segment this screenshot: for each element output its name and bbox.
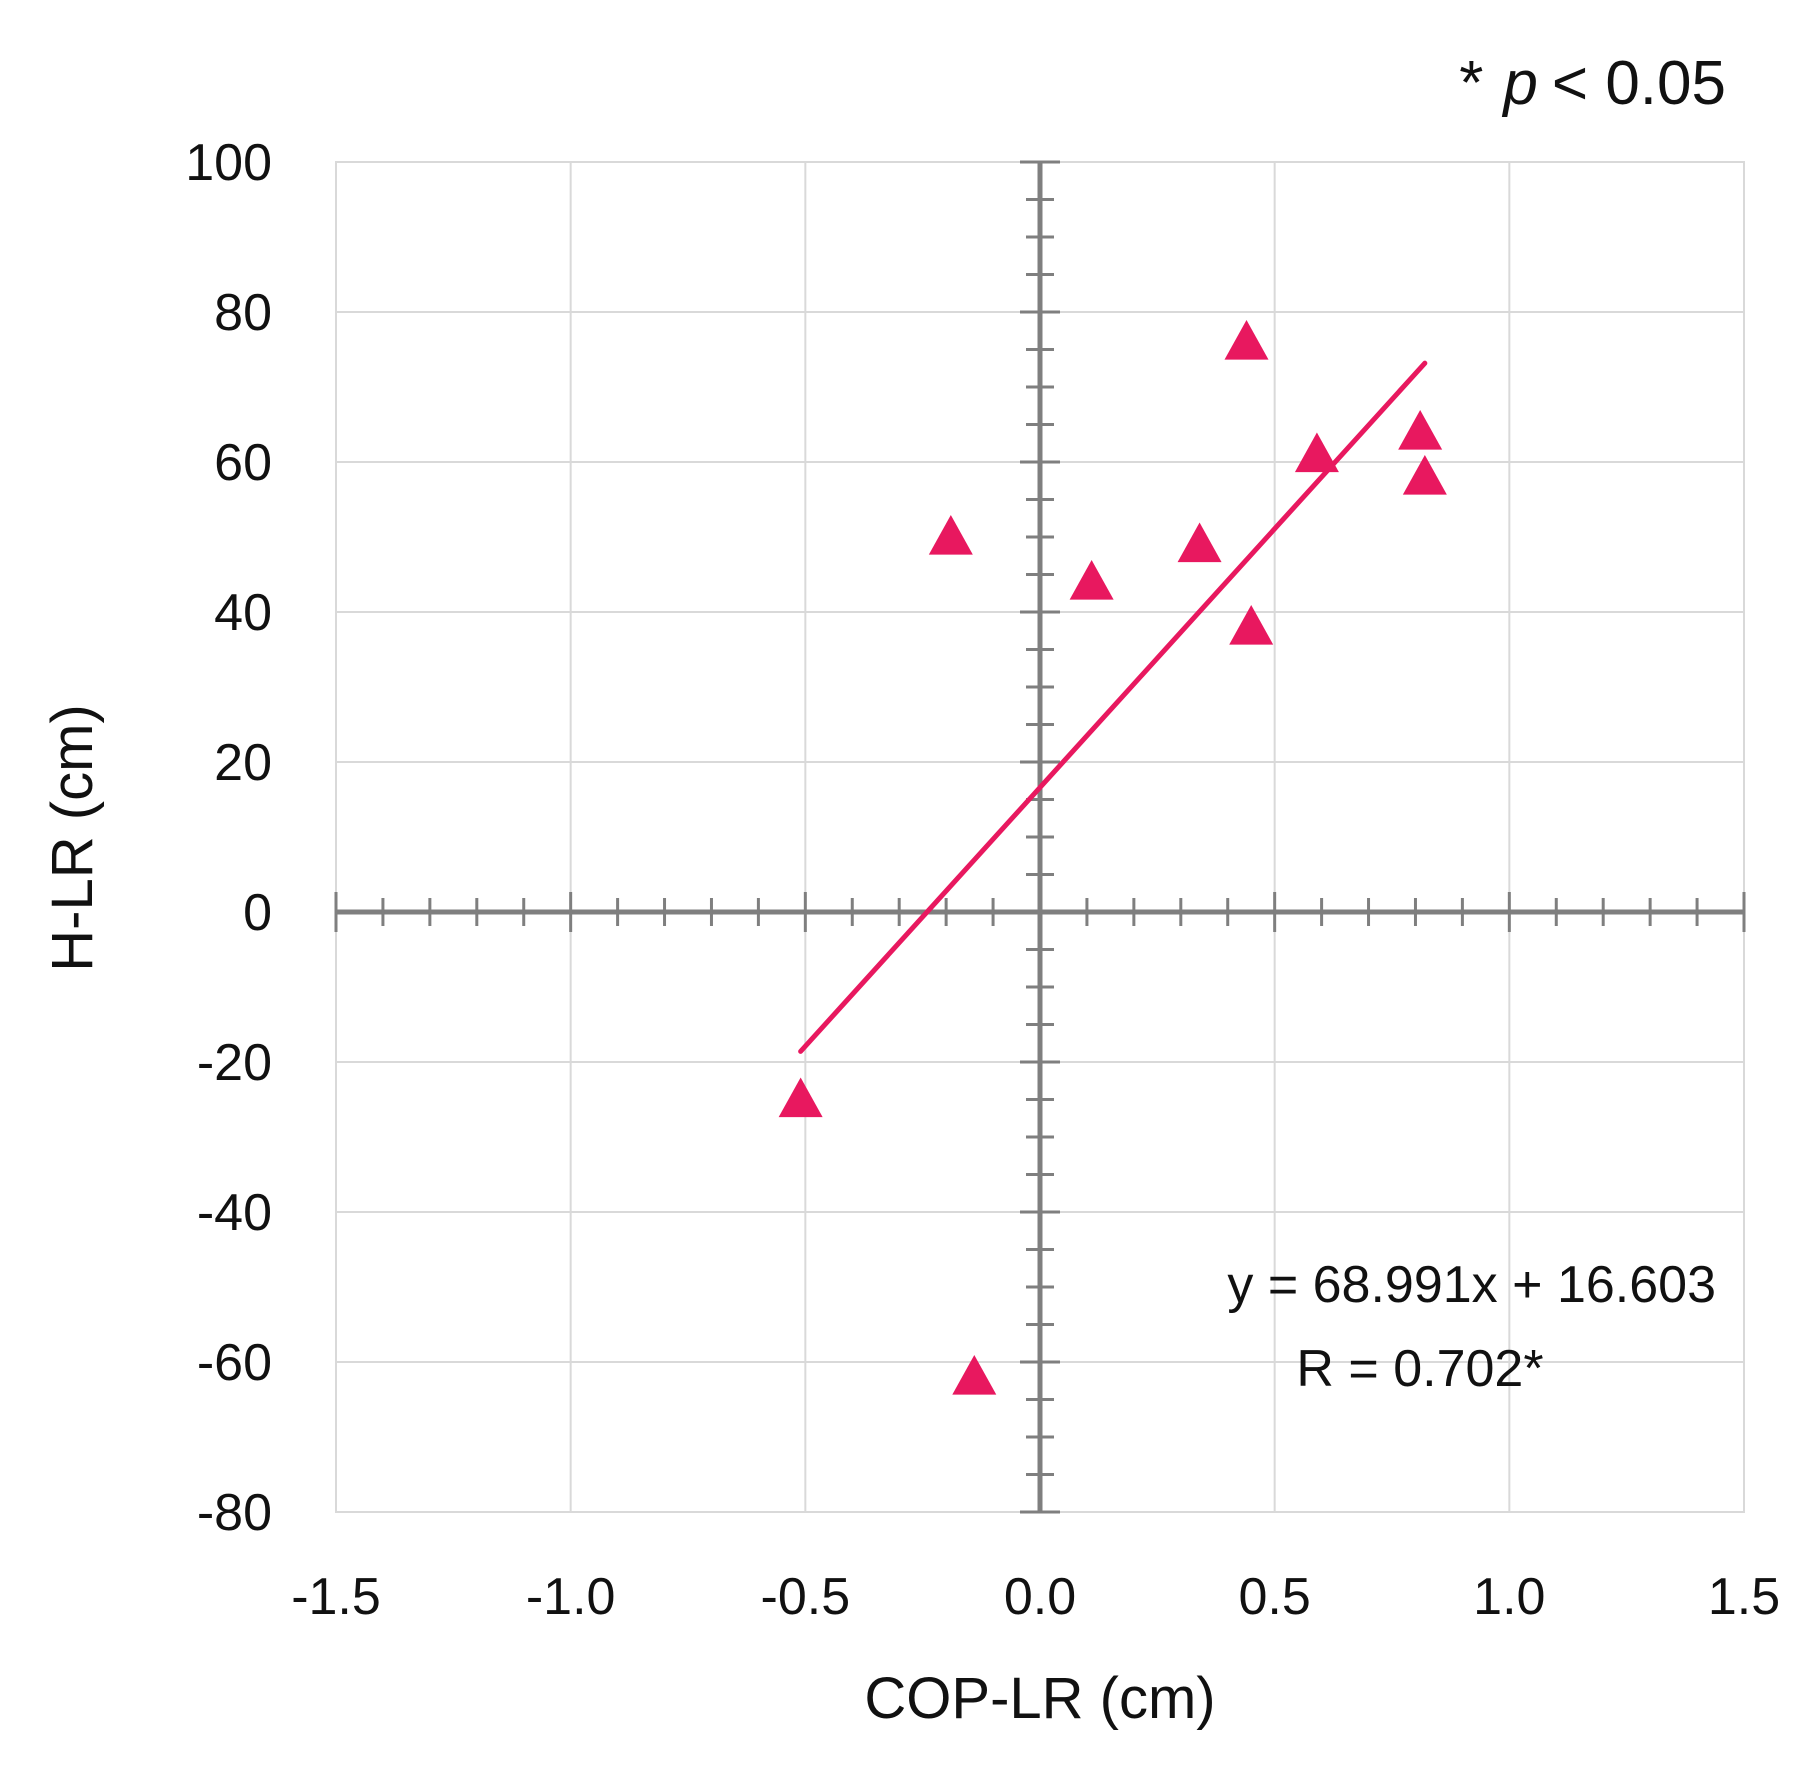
trendline-equation: y = 68.991x + 16.603 xyxy=(1227,1256,1716,1314)
y-tick-label: 80 xyxy=(214,284,272,342)
data-point xyxy=(1398,410,1443,450)
x-tick-label: -1.0 xyxy=(526,1568,616,1626)
y-tick-label: -20 xyxy=(197,1034,272,1092)
data-points xyxy=(778,320,1447,1395)
axes xyxy=(334,160,1746,1514)
x-tick-label: 1.0 xyxy=(1473,1568,1545,1626)
x-tick-label: 0.0 xyxy=(1004,1568,1076,1626)
data-point xyxy=(1224,320,1269,360)
data-point xyxy=(928,515,973,555)
y-tick-label: 40 xyxy=(214,584,272,642)
significance-p-symbol: p xyxy=(1501,49,1537,118)
y-tick-label: 20 xyxy=(214,734,272,792)
y-tick-labels: -80 -60 -40 -20 0 20 40 60 80 100 xyxy=(185,134,272,1542)
y-tick-label: -40 xyxy=(197,1184,272,1242)
significance-star: * xyxy=(1459,49,1483,118)
x-tick-label: 0.5 xyxy=(1239,1568,1311,1626)
x-tick-labels: -1.5 -1.0 -0.5 0.0 0.5 1.0 1.5 xyxy=(291,1568,1780,1626)
data-point xyxy=(1177,522,1222,563)
x-tick-label: -0.5 xyxy=(761,1568,851,1626)
data-point xyxy=(778,1077,823,1118)
y-tick-label: 0 xyxy=(243,884,272,942)
correlation-label: R = 0.702* xyxy=(1296,1340,1543,1398)
y-tick-label: -60 xyxy=(197,1334,272,1392)
x-tick-label: 1.5 xyxy=(1708,1568,1780,1626)
data-point xyxy=(1229,605,1274,645)
data-point xyxy=(1069,560,1114,600)
data-point xyxy=(1402,455,1447,495)
x-tick-label: -1.5 xyxy=(291,1568,381,1626)
data-point xyxy=(1294,432,1339,473)
y-axis-title: H-LR (cm) xyxy=(40,704,105,971)
y-tick-label: 60 xyxy=(214,434,272,492)
y-tick-label: -80 xyxy=(197,1484,272,1542)
significance-note: * p < 0.05 xyxy=(1459,49,1726,118)
y-tick-label: 100 xyxy=(185,134,272,192)
x-axis-title: COP-LR (cm) xyxy=(864,1666,1215,1731)
trendline xyxy=(798,360,1428,1054)
significance-threshold: < 0.05 xyxy=(1552,49,1726,118)
data-point xyxy=(952,1355,997,1395)
